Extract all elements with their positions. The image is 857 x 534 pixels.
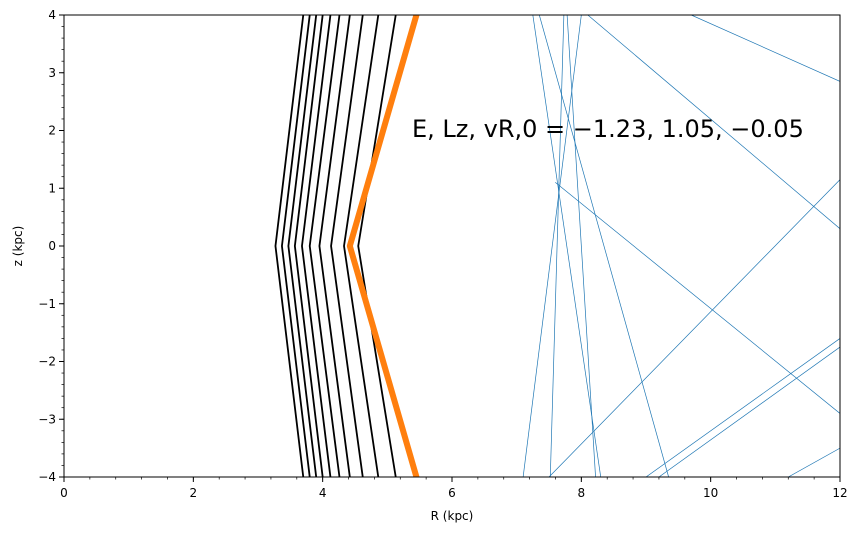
y-tick-label: 4 <box>48 8 56 22</box>
y-tick-label: 3 <box>48 66 56 80</box>
y-tick-label: 0 <box>48 239 56 253</box>
contour-line-9 <box>343 15 380 477</box>
orbit-segment-11 <box>787 447 840 477</box>
contour-line-4 <box>293 15 324 477</box>
plot-background <box>64 15 840 477</box>
x-tick-label: 2 <box>190 486 198 500</box>
orbit-segment-2 <box>549 15 565 477</box>
x-tick-label: 8 <box>578 486 586 500</box>
contour-line-6 <box>308 15 341 477</box>
y-tick-label: −1 <box>38 297 56 311</box>
contour-line-2 <box>281 15 311 477</box>
x-axis-label: R (kpc) <box>431 509 474 523</box>
contour-line-7 <box>318 15 351 477</box>
orbit-segment-8 <box>555 182 840 414</box>
y-tick-label: 2 <box>48 124 56 138</box>
contour-line-8 <box>330 15 364 477</box>
x-tick-label: 0 <box>60 486 68 500</box>
orbit-segment-10 <box>658 346 840 477</box>
data-layer <box>274 15 840 477</box>
y-tick-label: −3 <box>38 412 56 426</box>
y-tick-label: 1 <box>48 181 56 195</box>
x-tick-label: 12 <box>832 486 847 500</box>
plot-frame <box>63 14 841 478</box>
contour-line-3 <box>287 15 318 477</box>
y-axis-label: z (kpc) <box>11 226 25 267</box>
y-tick-label: −2 <box>38 355 56 369</box>
y-tick-label: −4 <box>38 470 56 484</box>
orbit-segment-9 <box>645 338 840 477</box>
x-tick-label: 10 <box>703 486 718 500</box>
orbit-segment-7 <box>690 15 840 82</box>
orbit-segment-12 <box>538 15 669 477</box>
orbit-segment-4 <box>522 15 582 477</box>
orbit-segment-6 <box>587 15 840 230</box>
orbit-segment-5 <box>548 179 840 477</box>
annotation: E, Lz, vR,0 = −1.23, 1.05, −0.05 <box>412 115 804 143</box>
x-tick-label: 6 <box>448 486 456 500</box>
x-tick-label: 4 <box>319 486 327 500</box>
highlight-line <box>346 15 420 477</box>
contour-line-5 <box>301 15 332 477</box>
contour-line-1 <box>274 15 305 477</box>
contour-line-10 <box>357 15 397 477</box>
orbit-segment-1 <box>532 15 602 477</box>
